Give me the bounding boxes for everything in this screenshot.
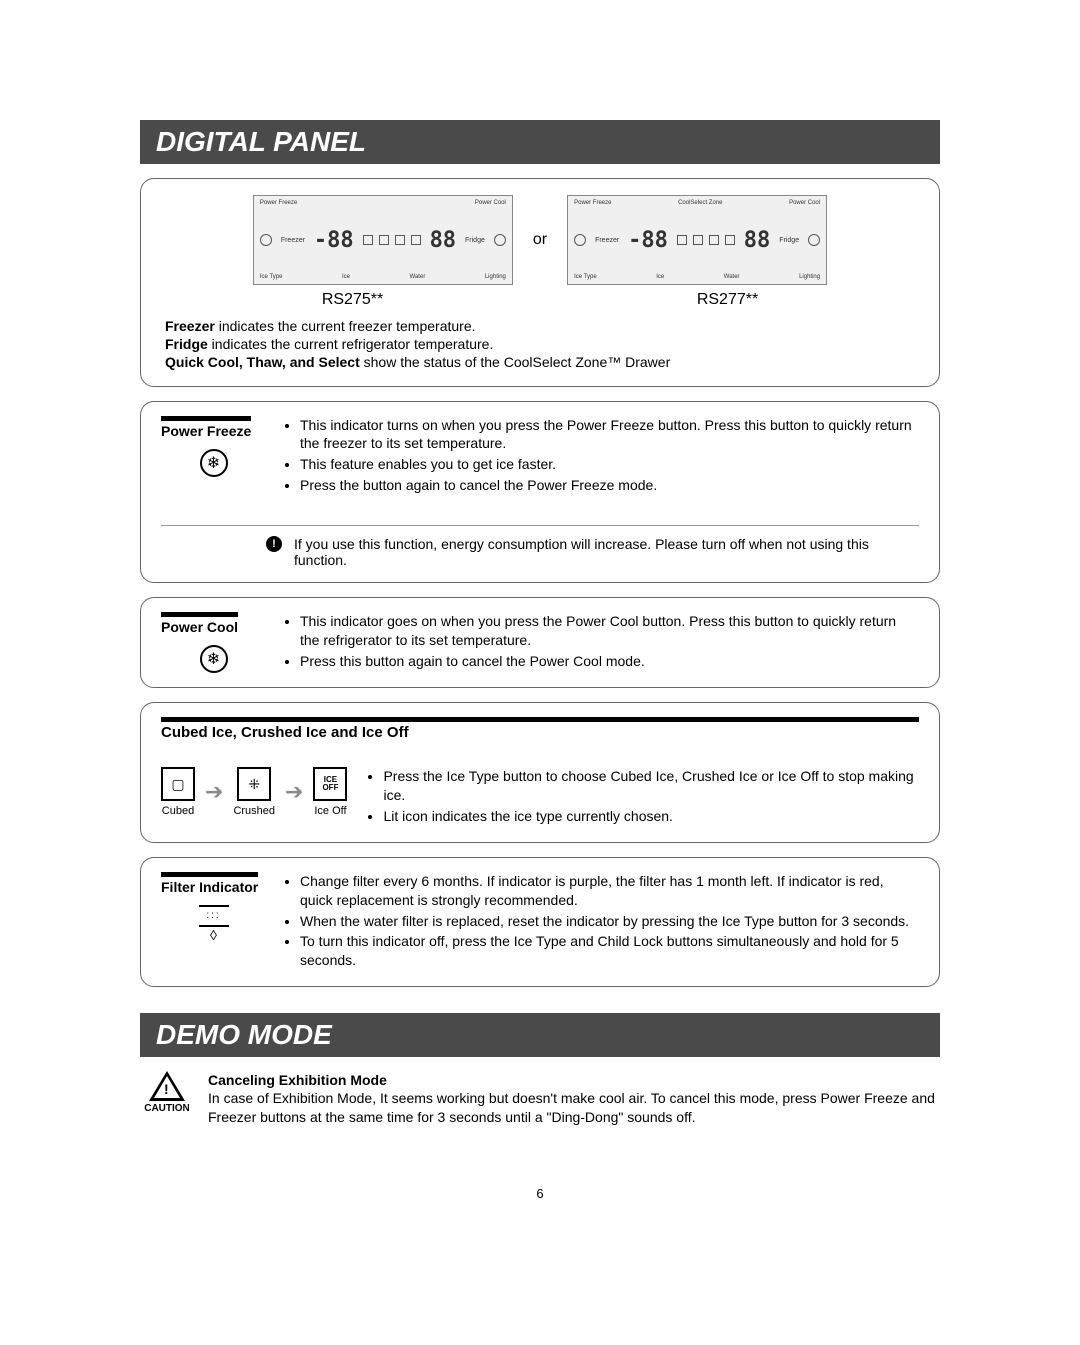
display-right-icon: 88 <box>430 228 457 253</box>
bullet-item: This indicator turns on when you press t… <box>300 416 919 454</box>
bullet-item: Change filter every 6 months. If indicat… <box>300 872 919 910</box>
ice-off-icon: ICEOFF <box>313 767 347 801</box>
label-ice: Ice <box>656 274 664 280</box>
bullet-item: Lit icon indicates the ice type currentl… <box>383 807 919 826</box>
filter-indicator-label: Filter Indicator <box>161 872 258 895</box>
info-icon: ! <box>266 536 282 552</box>
bullet-item: This feature enables you to get ice fast… <box>300 455 919 474</box>
model-rs277: RS277** <box>697 291 758 309</box>
bullet-item: Press the button again to cancel the Pow… <box>300 476 919 495</box>
small-icon <box>411 235 421 245</box>
label-lighting: Lighting <box>799 274 820 280</box>
display-right-icon: 88 <box>744 228 771 253</box>
ice-bullets: Press the Ice Type button to choose Cube… <box>367 767 919 828</box>
snowflake-icon: ❄ <box>200 645 228 673</box>
panel-top-box: Power Freeze Power Cool Freezer -88 88 F… <box>140 178 940 387</box>
drop-icon: ◊ <box>161 927 266 943</box>
arrow-icon: ➔ <box>285 779 303 805</box>
label-fridge: Fridge <box>779 237 799 244</box>
or-text: or <box>533 231 547 249</box>
button-circle-icon <box>494 234 506 246</box>
panel-diagram-rs275: Power Freeze Power Cool Freezer -88 88 F… <box>253 195 513 285</box>
caution-label: CAUTION <box>144 1103 190 1114</box>
power-cool-bullets: This indicator goes on when you press th… <box>284 612 919 673</box>
bullet-item: When the water filter is replaced, reset… <box>300 912 919 931</box>
demo-text-block: Canceling Exhibition Mode In case of Exh… <box>208 1071 940 1126</box>
arrow-icon: ➔ <box>205 779 223 805</box>
desc-freezer-rest: indicates the current freezer temperatur… <box>215 318 476 334</box>
desc-cool-rest: show the status of the CoolSelect Zone™ … <box>360 354 670 370</box>
small-icon <box>395 235 405 245</box>
desc-cool-bold: Quick Cool, Thaw, and Select <box>165 354 360 370</box>
page-number: 6 <box>140 1186 940 1201</box>
label-power-freeze: Power Freeze <box>574 200 611 206</box>
ice-off-label: Ice Off <box>314 805 346 817</box>
display-left-icon: -88 <box>314 228 354 253</box>
ice-icons-row: ▢ Cubed ➔ ⁜ Crushed ➔ ICEOFF Ice Off <box>161 767 347 817</box>
small-icon <box>725 235 735 245</box>
crushed-ice-icon: ⁜ <box>237 767 271 801</box>
crushed-label: Crushed <box>233 805 275 817</box>
caution-triangle-icon: ! <box>149 1071 185 1101</box>
label-power-cool: Power Cool <box>789 200 820 206</box>
button-circle-icon <box>574 234 586 246</box>
label-water: Water <box>724 274 740 280</box>
small-icon <box>693 235 703 245</box>
control-panel-row: Power Freeze Power Cool Freezer -88 88 F… <box>165 195 915 285</box>
demo-body: In case of Exhibition Mode, It seems wor… <box>208 1089 940 1125</box>
label-water: Water <box>410 274 426 280</box>
power-freeze-warning: ! If you use this function, energy consu… <box>161 525 919 568</box>
demo-mode-row: ! CAUTION Canceling Exhibition Mode In c… <box>140 1071 940 1126</box>
filter-indicator-box: Filter Indicator ::: ◊ Change filter eve… <box>140 857 940 987</box>
bullet-item: To turn this indicator off, press the Ic… <box>300 932 919 970</box>
power-freeze-bullets: This indicator turns on when you press t… <box>284 416 919 498</box>
small-icon <box>709 235 719 245</box>
button-circle-icon <box>808 234 820 246</box>
cubed-label: Cubed <box>162 805 194 817</box>
label-ice-type: Ice Type <box>260 274 283 280</box>
label-power-cool: Power Cool <box>475 200 506 206</box>
desc-freezer-bold: Freezer <box>165 318 215 334</box>
power-freeze-box: Power Freeze ❄ This indicator turns on w… <box>140 401 940 584</box>
panel-diagram-rs277: Power Freeze CoolSelect Zone Power Cool … <box>567 195 827 285</box>
button-circle-icon <box>260 234 272 246</box>
desc-fridge-bold: Fridge <box>165 336 208 352</box>
ice-box: Cubed Ice, Crushed Ice and Ice Off ▢ Cub… <box>140 702 940 843</box>
label-fridge: Fridge <box>465 237 485 244</box>
label-lighting: Lighting <box>485 274 506 280</box>
label-power-freeze: Power Freeze <box>260 200 297 206</box>
cubed-ice-icon: ▢ <box>161 767 195 801</box>
model-rs275: RS275** <box>322 291 383 309</box>
small-icon <box>677 235 687 245</box>
bullet-item: Press this button again to cancel the Po… <box>300 652 919 671</box>
bullet-item: Press the Ice Type button to choose Cube… <box>383 767 919 805</box>
power-cool-label: Power Cool <box>161 612 238 635</box>
header-demo-mode: DEMO MODE <box>140 1013 940 1057</box>
desc-fridge-rest: indicates the current refrigerator tempe… <box>208 336 494 352</box>
small-icon <box>363 235 373 245</box>
ice-title: Cubed Ice, Crushed Ice and Ice Off <box>161 717 919 741</box>
header-digital-panel: DIGITAL PANEL <box>140 120 940 164</box>
warning-text: If you use this function, energy consump… <box>294 536 919 568</box>
demo-title: Canceling Exhibition Mode <box>208 1071 940 1089</box>
snowflake-icon: ❄ <box>200 449 228 477</box>
panel-description: Freezer indicates the current freezer te… <box>165 317 915 372</box>
small-icon <box>379 235 389 245</box>
power-cool-box: Power Cool ❄ This indicator goes on when… <box>140 597 940 688</box>
bullet-item: This indicator goes on when you press th… <box>300 612 919 650</box>
label-cool-select: CoolSelect Zone <box>678 200 722 206</box>
filter-icon: ::: <box>199 905 229 927</box>
label-ice: Ice <box>342 274 350 280</box>
power-freeze-label: Power Freeze <box>161 416 251 439</box>
model-row: RS275** RS277** <box>165 291 915 309</box>
filter-bullets: Change filter every 6 months. If indicat… <box>284 872 919 972</box>
display-left-icon: -88 <box>628 228 668 253</box>
label-freezer: Freezer <box>281 237 305 244</box>
label-ice-type: Ice Type <box>574 274 597 280</box>
label-freezer: Freezer <box>595 237 619 244</box>
